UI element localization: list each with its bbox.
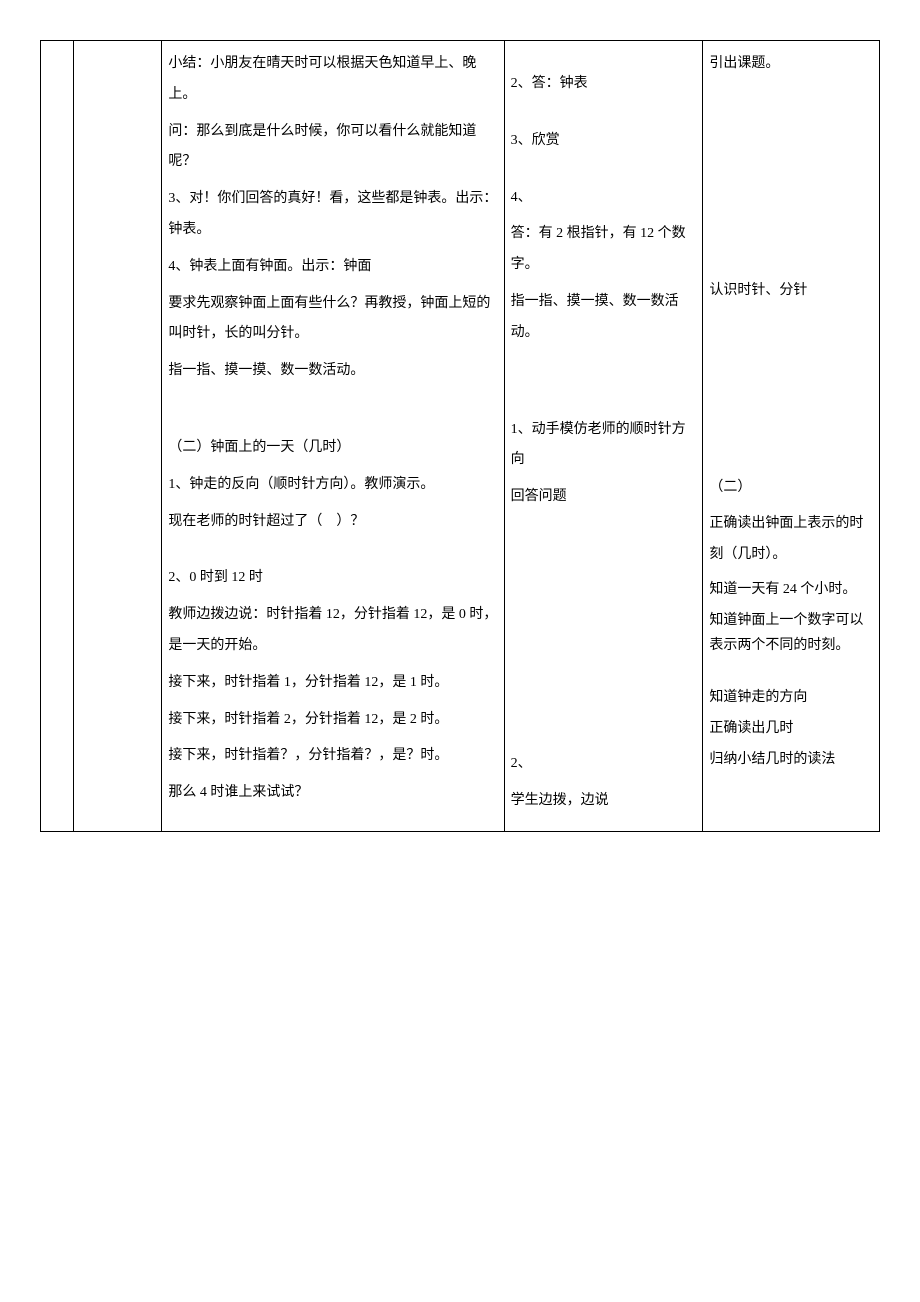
paragraph: 接下来，时针指着？，分针指着？，是？时。	[168, 741, 497, 772]
paragraph: （二）	[709, 473, 873, 504]
paragraph: 指一指、摸一摸、数一数活动。	[511, 287, 697, 349]
paragraph: 4、	[511, 183, 697, 214]
lesson-plan-page: 小结：小朋友在晴天时可以根据天色知道早上、晚上。 问：那么到底是什么时候，你可以…	[40, 40, 880, 832]
spacer	[168, 543, 497, 563]
paragraph: 1、动手模仿老师的顺时针方向	[511, 415, 697, 477]
paragraph: 2、答：钟表	[511, 69, 697, 100]
paragraph: 2、0 时到 12 时	[168, 563, 497, 594]
paragraph: 学生边拨，边说	[511, 786, 697, 817]
spacer	[709, 665, 873, 685]
paragraph: 知道钟走的方向	[709, 685, 873, 710]
paragraph: 问：那么到底是什么时候，你可以看什么就能知道呢？	[168, 117, 497, 179]
paragraph: 要求先观察钟面上面有些什么？再教授，钟面上短的叫时针，长的叫分针。	[168, 289, 497, 351]
spacer	[511, 49, 697, 69]
cell-col2	[74, 41, 162, 832]
paragraph: 教师边拨边说：时针指着 12，分针指着 12，是 0 时，是一天的开始。	[168, 600, 497, 662]
paragraph: 引出课题。	[709, 49, 873, 80]
spacer	[511, 395, 697, 415]
spacer	[168, 393, 497, 433]
spacer	[709, 313, 873, 473]
spacer	[511, 519, 697, 749]
paragraph: 正确读出几时	[709, 716, 873, 741]
paragraph: 3、对！你们回答的真好！看，这些都是钟表。出示：钟表。	[168, 184, 497, 246]
spacer	[709, 86, 873, 276]
table-row: 小结：小朋友在晴天时可以根据天色知道早上、晚上。 问：那么到底是什么时候，你可以…	[41, 41, 880, 832]
paragraph: 知道一天有 24 个小时。	[709, 577, 873, 602]
lesson-table: 小结：小朋友在晴天时可以根据天色知道早上、晚上。 问：那么到底是什么时候，你可以…	[40, 40, 880, 832]
paragraph: 指一指、摸一摸、数一数活动。	[168, 356, 497, 387]
spacer	[511, 106, 697, 126]
paragraph: 知道钟面上一个数字可以表示两个不同的时刻。	[709, 608, 873, 658]
paragraph: 3、欣赏	[511, 126, 697, 157]
cell-design-intent: 引出课题。 认识时针、分针 （二） 正确读出钟面上表示的时刻（几时）。 知道一天…	[703, 41, 880, 832]
section-title: （二）钟面上的一天（几时）	[168, 433, 497, 464]
cell-student-activity: 2、答：钟表 3、欣赏 4、 答：有 2 根指针，有 12 个数字。 指一指、摸…	[504, 41, 703, 832]
cell-col1	[41, 41, 74, 832]
paragraph: 认识时针、分针	[709, 276, 873, 307]
paragraph: 那么 4 时谁上来试试？	[168, 778, 497, 809]
paragraph: 1、钟走的反向（顺时针方向）。教师演示。	[168, 470, 497, 501]
paragraph: 正确读出钟面上表示的时刻（几时）。	[709, 509, 873, 571]
spacer	[511, 355, 697, 395]
paragraph: 答：有 2 根指针，有 12 个数字。	[511, 219, 697, 281]
paragraph: 小结：小朋友在晴天时可以根据天色知道早上、晚上。	[168, 49, 497, 111]
paragraph: 4、钟表上面有钟面。出示：钟面	[168, 252, 497, 283]
paragraph: 归纳小结几时的读法	[709, 747, 873, 772]
spacer	[511, 163, 697, 183]
paragraph: 2、	[511, 749, 697, 780]
cell-teacher-activity: 小结：小朋友在晴天时可以根据天色知道早上、晚上。 问：那么到底是什么时候，你可以…	[162, 41, 504, 832]
paragraph: 接下来，时针指着 1，分针指着 12，是 1 时。	[168, 668, 497, 699]
paragraph: 回答问题	[511, 482, 697, 513]
paragraph: 现在老师的时针超过了（ ）？	[168, 507, 497, 538]
paragraph: 接下来，时针指着 2，分针指着 12，是 2 时。	[168, 705, 497, 736]
